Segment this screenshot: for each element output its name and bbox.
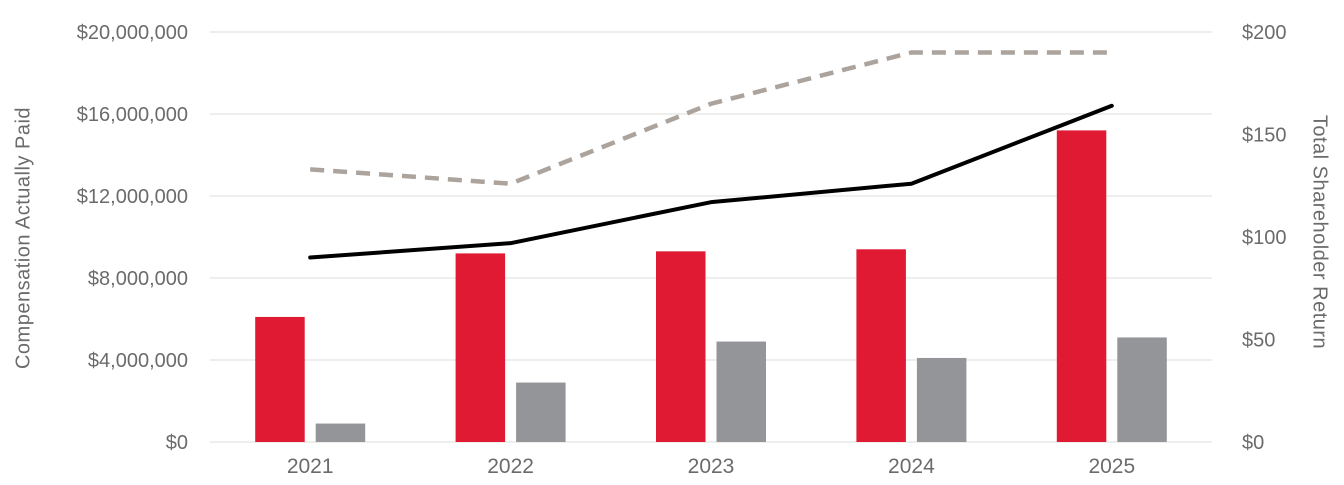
red-bar-series-bar: [1056, 130, 1107, 442]
left-axis-title: Compensation Actually Paid: [12, 106, 35, 370]
red-bar-series-bar: [656, 251, 706, 442]
left-axis-tick-label: $4,000,000: [88, 350, 188, 372]
gray-bar-series-bar: [1117, 337, 1167, 442]
gray-bar-series-bar: [315, 423, 366, 442]
gray-bar-series-bar: [716, 341, 766, 442]
line-series-group: [308, 50, 1114, 260]
right-axis-tick-label: $100: [1242, 227, 1287, 249]
right-axis-tick-label: $50: [1242, 330, 1275, 352]
x-axis-category-labels: 2021 2022 2023 2024 2025: [287, 455, 1135, 478]
x-axis-label: 2023: [688, 455, 735, 478]
x-axis-label: 2024: [888, 455, 935, 478]
right-axis-tick-label: $0: [1242, 432, 1264, 454]
red-bar-series-bar: [255, 316, 305, 442]
left-axis-tick-label: $20,000,000: [77, 22, 188, 44]
left-axis-tick-label: $16,000,000: [77, 104, 188, 126]
left-axis-tick-labels: $0 $4,000,000 $8,000,000 $12,000,000 $16,000…: [77, 22, 188, 454]
gray-bar-series-bar: [516, 382, 566, 442]
left-axis-tick-label: $8,000,000: [88, 268, 188, 290]
right-axis-tick-labels: $0 $50 $100 $150 $200: [1242, 22, 1287, 454]
left-axis-tick-label: $0: [166, 432, 188, 454]
right-axis-tick-label: $200: [1242, 22, 1287, 44]
right-axis-tick-label: $150: [1242, 125, 1287, 147]
right-axis-title: Total Shareholder Return: [1308, 114, 1331, 350]
left-axis-tick-label: $12,000,000: [77, 186, 188, 208]
x-axis-label: 2021: [287, 455, 334, 478]
bar-series-group: [255, 130, 1167, 442]
gridlines: [210, 31, 1212, 443]
gray-dashed-line-series: [310, 50, 1112, 186]
black-solid-line-series: [308, 103, 1114, 260]
red-bar-series-bar: [455, 253, 506, 442]
x-axis-label: 2022: [487, 455, 534, 478]
red-bar-series-bar: [856, 249, 906, 442]
x-axis-label: 2025: [1088, 455, 1135, 478]
gray-bar-series-bar: [916, 357, 967, 442]
